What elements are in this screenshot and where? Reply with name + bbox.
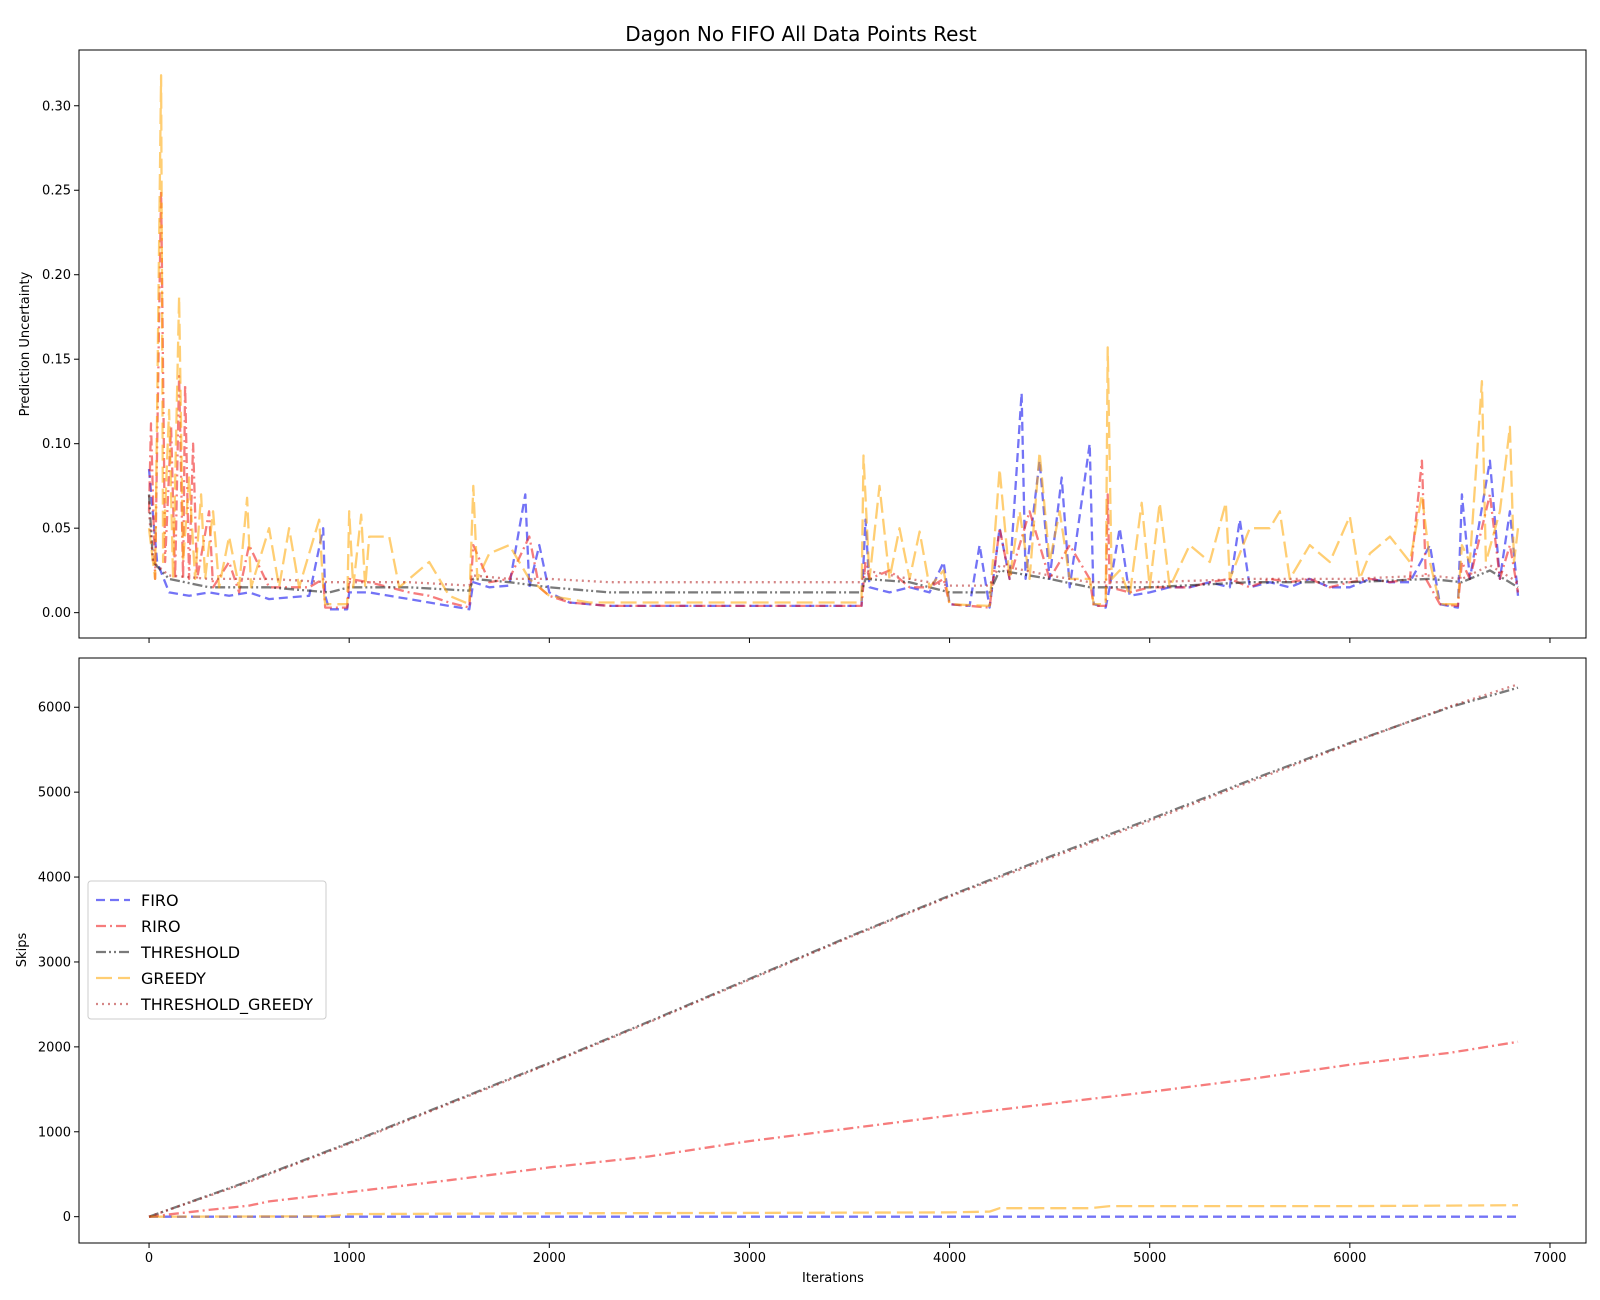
- y-tick-label: 0.00: [42, 606, 71, 621]
- series-line-threshold: [148, 686, 1519, 1218]
- x-tick-label: 0: [145, 1251, 153, 1266]
- legend-entry-label: THRESHOLD: [140, 943, 240, 962]
- series-line-greedy: [148, 1204, 1519, 1218]
- y-tick-label: 0.15: [42, 353, 71, 368]
- series-line-threshold-greedy: [148, 683, 1519, 1218]
- x-tick-label: 5000: [1133, 1251, 1166, 1266]
- x-tick-label: 1000: [333, 1251, 366, 1266]
- uncertainty-y-axis-label: Prediction Uncertainty: [18, 271, 33, 416]
- x-axis-label: Iterations: [802, 1271, 864, 1286]
- skips-y-ticks: 0 1000 2000 3000 4000 5000 6000: [38, 701, 79, 1225]
- x-tick-label: 7000: [1533, 1251, 1566, 1266]
- uncertainty-panel: 0.00 0.05 0.10 0.15 0.20 0.25 0.30 Prediction …: [18, 49, 1587, 643]
- y-tick-label: 3000: [38, 955, 71, 970]
- series-line-riro: [147, 189, 1520, 609]
- y-tick-label: 0.20: [42, 268, 71, 283]
- y-tick-label: 0: [63, 1210, 71, 1225]
- x-tick-label: 3000: [733, 1251, 766, 1266]
- y-tick-label: 4000: [38, 871, 71, 886]
- chart-title: Dagon No FIFO All Data Points Rest: [625, 22, 977, 46]
- skips-series-lines: [148, 683, 1519, 1218]
- series-line-greedy: [147, 74, 1520, 608]
- legend-box: [87, 880, 327, 1020]
- legend-entry-label: FIRO: [141, 891, 179, 910]
- y-tick-label: 6000: [38, 701, 71, 716]
- skips-x-ticks: 0 1000 2000 3000 4000 5000 6000 7000: [145, 1243, 1567, 1266]
- y-tick-label: 0.10: [42, 437, 71, 452]
- uncertainty-x-ticks: [148, 638, 1551, 643]
- legend-entry-label: THRESHOLD_GREEDY: [140, 995, 313, 1015]
- y-tick-label: 2000: [38, 1040, 71, 1055]
- uncertainty-y-ticks: 0.00 0.05 0.10 0.15 0.20 0.25 0.30: [42, 99, 79, 621]
- y-tick-label: 5000: [38, 786, 71, 801]
- legend-entry-label: RIRO: [141, 917, 181, 936]
- uncertainty-plot-frame: [78, 49, 1587, 639]
- skips-y-axis-label: Skips: [15, 933, 30, 968]
- legend-entry-label: GREEDY: [141, 969, 206, 988]
- series-line-threshold: [147, 494, 1519, 594]
- y-tick-label: 0.25: [42, 184, 71, 199]
- x-tick-label: 4000: [933, 1251, 966, 1266]
- x-tick-label: 2000: [533, 1251, 566, 1266]
- y-tick-label: 0.05: [42, 522, 71, 537]
- legend: FIRO RIRO THRESHOLD GREEDY THRESHOLD_GREEDY: [87, 880, 327, 1020]
- y-tick-label: 1000: [38, 1125, 71, 1140]
- y-tick-label: 0.30: [42, 99, 71, 114]
- x-tick-label: 6000: [1333, 1251, 1366, 1266]
- uncertainty-series-lines: [147, 74, 1520, 611]
- skips-plot-frame: [78, 657, 1587, 1244]
- series-line-riro: [148, 1040, 1519, 1218]
- skips-panel: 0 1000 2000 3000 4000 5000 6000 0 1000 2000 3000 4…: [15, 657, 1587, 1286]
